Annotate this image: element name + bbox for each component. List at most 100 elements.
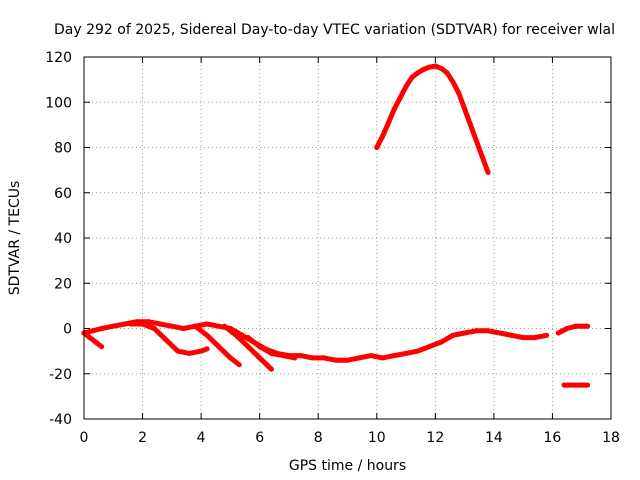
data-point-arc-dip-d (245, 344, 251, 350)
data-point-arc-dip-a (163, 337, 169, 343)
data-point-arc-high (409, 74, 415, 80)
y-tick-label: 20 (54, 276, 72, 292)
data-point-arc-high (415, 70, 421, 76)
x-tick-label: 2 (138, 430, 147, 446)
data-point-arc-dip-b (87, 335, 93, 341)
data-point-arc-main (473, 328, 479, 334)
data-point-arc-main (181, 326, 187, 331)
y-tick-label: 40 (54, 231, 72, 247)
data-point-arc-dip-b (93, 339, 99, 345)
data-point-arc-dip-a (175, 348, 181, 354)
data-point-arc-main (438, 339, 444, 345)
data-point-arc-high (397, 95, 403, 101)
y-tick-label: 100 (45, 95, 72, 111)
data-point-arc-dip-c (216, 344, 222, 350)
data-point-arc-dip-a (140, 321, 146, 327)
data-point-arc-low (573, 382, 579, 388)
data-point-arc-dip-c (204, 332, 210, 338)
data-point-arc-high (391, 106, 397, 112)
data-point-arc-high (426, 64, 432, 70)
x-tick-label: 18 (602, 430, 620, 446)
data-point-arc-main (462, 330, 468, 336)
data-point-arc-main (99, 326, 105, 331)
data-point-arc-main (508, 332, 514, 338)
data-point-arc-dip-d (268, 366, 274, 372)
y-tick-label: 60 (54, 186, 72, 202)
data-point-arc-main (485, 328, 491, 334)
data-point-arc-dip-c (227, 355, 233, 361)
data-point-arc-dip-d (222, 323, 228, 329)
data-point-arc-main (204, 321, 210, 327)
data-point-arc-late (555, 330, 561, 336)
x-tick-label: 4 (197, 430, 206, 446)
axis-ticks: 0 2 4 6 8 10 12 14 16 18 -40 -20 0 20 40 60 80 100 120 (45, 50, 620, 446)
data-point-arc-dip-e (280, 353, 286, 359)
data-point-arc-high (421, 66, 427, 72)
data-point-arc-main (298, 353, 304, 359)
data-point-arc-main (333, 357, 339, 363)
data-point-arc-high (456, 90, 462, 96)
y-tick-label: -40 (49, 412, 72, 428)
data-point-arc-low (567, 382, 573, 388)
data-point-arc-main (356, 355, 362, 361)
data-point-arc-low (579, 382, 585, 388)
data-point-arc-dip-a (151, 326, 157, 331)
data-point-arc-high (432, 63, 438, 69)
data-point-arc-main (345, 357, 350, 363)
data-point-arc-main (520, 335, 526, 341)
data-point-arc-dip-a (186, 350, 192, 356)
data-point-arc-late (585, 323, 591, 329)
x-tick-label: 6 (255, 430, 264, 446)
x-tick-label: 10 (368, 430, 386, 446)
data-point-arc-dip-d (233, 332, 239, 338)
data-point-arc-dip-d (257, 355, 263, 361)
data-point-arc-main (90, 328, 96, 334)
data-point-arc-high (462, 106, 468, 112)
data-point-arc-dip-b (99, 344, 105, 350)
data-point-arc-high (467, 122, 473, 128)
y-axis-label: SDTVAR / TECUs (7, 181, 23, 296)
data-point-arc-main (497, 330, 503, 336)
data-point-arc-main (157, 321, 163, 327)
data-point-arc-dip-e (245, 335, 251, 341)
x-tick-label: 12 (426, 430, 444, 446)
data-point-arc-late (579, 323, 585, 329)
y-tick-label: 0 (63, 322, 72, 338)
data-point-arc-main (450, 332, 456, 338)
y-tick-label: 120 (45, 50, 72, 66)
data-point-arc-dip-a (204, 346, 210, 352)
data-point-arc-main (309, 355, 315, 361)
y-tick-label: 80 (54, 141, 72, 157)
data-point-arc-dip-c (236, 362, 242, 368)
data-point-arc-main (391, 353, 397, 359)
x-tick-label: 8 (314, 430, 323, 446)
x-tick-label: 16 (544, 430, 562, 446)
data-point-arc-main (145, 319, 151, 325)
data-point-arc-main (169, 323, 175, 329)
x-tick-label: 14 (485, 430, 503, 446)
data-point-arc-high (473, 138, 479, 144)
data-point-arc-high (403, 83, 409, 89)
y-tick-label: -20 (49, 367, 72, 383)
data-point-arc-dip-e (268, 350, 274, 356)
data-point-arc-high (380, 133, 386, 139)
data-point-arc-dip-a (128, 321, 134, 327)
data-point-arc-dip-e (257, 344, 263, 350)
data-point-arc-high (385, 120, 391, 126)
data-point-arc-main (544, 332, 550, 338)
data-point-arc-high (479, 154, 485, 160)
data-point-arc-main (532, 335, 538, 341)
chart-title: Day 292 of 2025, Sidereal Day-to-day VTE… (54, 22, 615, 38)
grid (84, 57, 611, 419)
data-point-arc-dip-a (198, 348, 204, 354)
x-axis-label: GPS time / hours (289, 458, 406, 474)
data-point-arc-late (564, 326, 570, 331)
data-point-arc-main (321, 355, 327, 361)
data-point-arc-late (573, 323, 579, 329)
data-point-arc-high (374, 145, 380, 150)
data-point-arc-main (403, 350, 409, 356)
data-point-arc-main (110, 323, 116, 329)
series-arc-dip-b (81, 330, 105, 350)
